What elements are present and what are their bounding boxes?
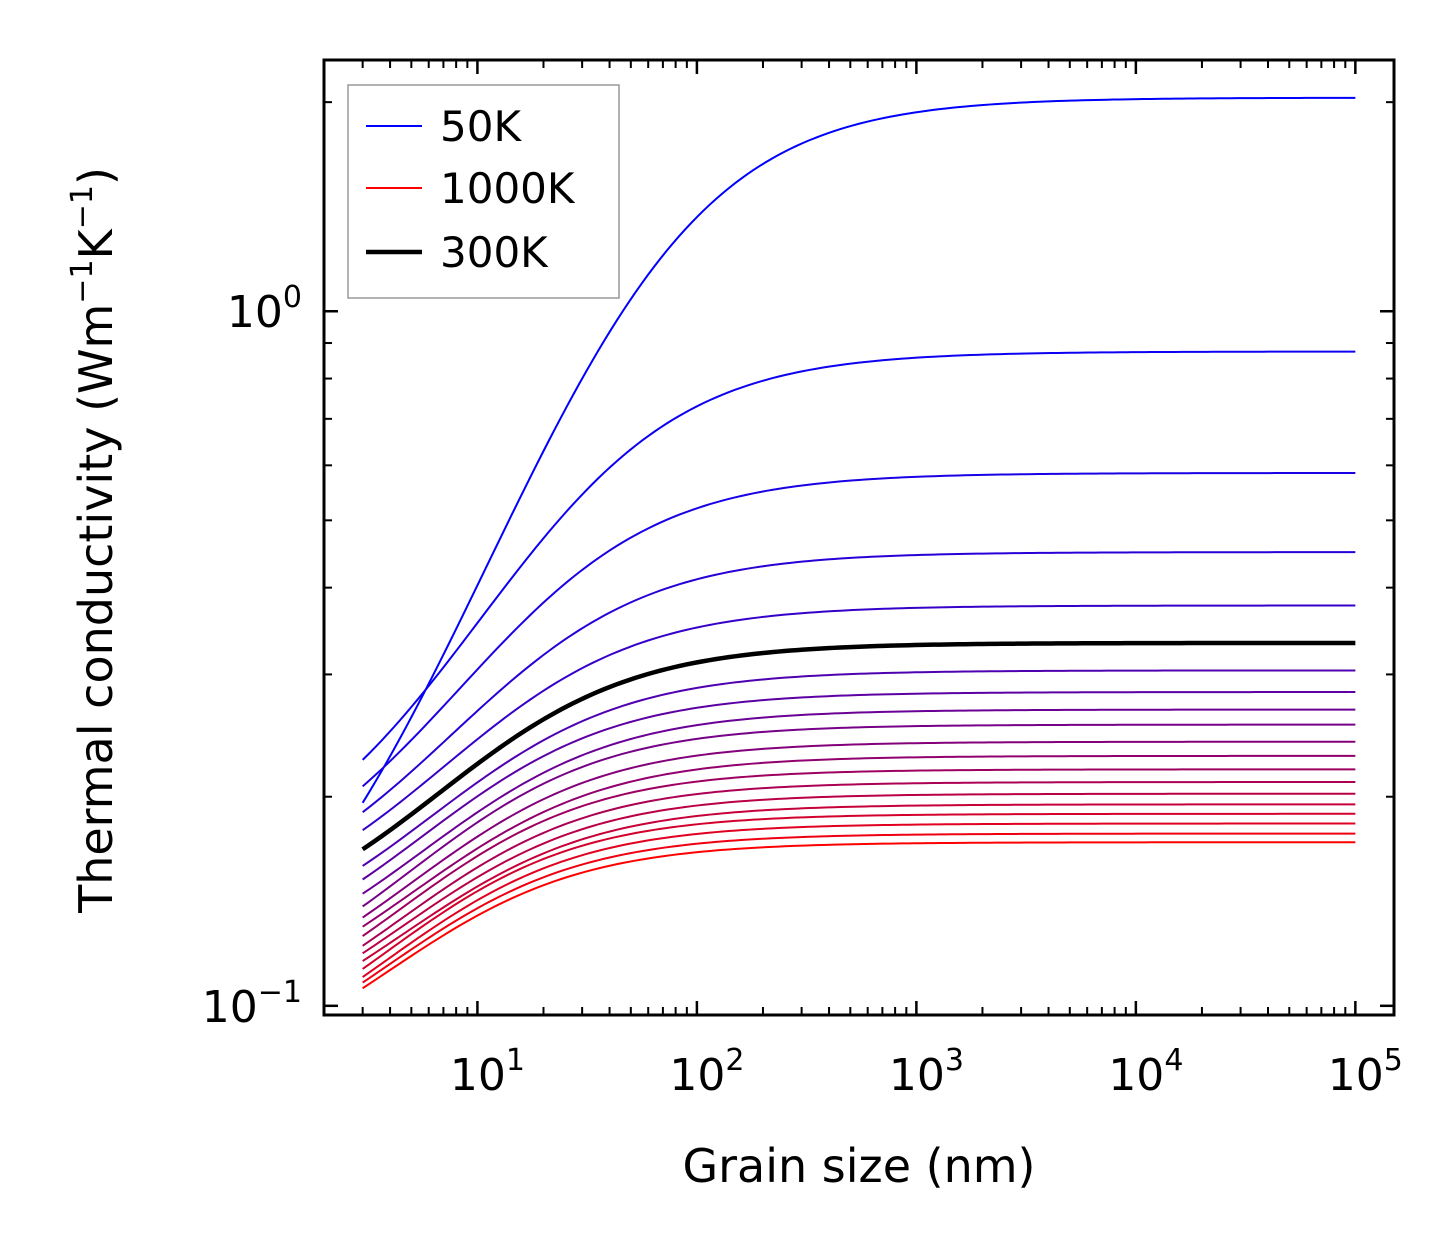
series-curves bbox=[361, 96, 1356, 990]
series-line-700k bbox=[362, 781, 1356, 947]
legend-label-300k: 300K bbox=[440, 228, 549, 277]
series-line-100k bbox=[361, 350, 1356, 761]
series-line-450k bbox=[362, 708, 1356, 895]
series-line-150k bbox=[361, 472, 1356, 788]
x-tick-label-1000: 103 bbox=[889, 1043, 964, 1101]
y-axis-label: Thermal conductivity (Wm−1K−1) bbox=[65, 167, 123, 914]
series-line-50k bbox=[361, 96, 1356, 804]
series-line-950k bbox=[362, 832, 1356, 984]
series-line-900k bbox=[362, 822, 1356, 978]
series-line-600k bbox=[362, 754, 1356, 928]
series-line-500k bbox=[362, 723, 1356, 908]
series-line-200k bbox=[362, 551, 1356, 813]
x-tick-label-100: 102 bbox=[669, 1043, 744, 1101]
tick-labels: 101 102 103 104 105 10−1 100 bbox=[202, 280, 1403, 1101]
x-tick-label-100000: 105 bbox=[1328, 1043, 1403, 1101]
y-tick-label-1: 100 bbox=[227, 280, 302, 338]
x-tick-label-10000: 104 bbox=[1108, 1043, 1183, 1101]
legend-box bbox=[347, 84, 620, 299]
series-line-250k bbox=[362, 604, 1356, 832]
series-line-850k bbox=[362, 812, 1356, 970]
series-line-650k bbox=[362, 768, 1356, 937]
x-tick-label-10: 101 bbox=[450, 1043, 525, 1101]
legend: 50K 1000K 300K bbox=[347, 84, 620, 299]
y-tick-label-0.1: 10−1 bbox=[202, 975, 302, 1033]
series-line-750k bbox=[362, 792, 1356, 955]
plot-frame bbox=[322, 58, 1396, 1017]
legend-label-1000k: 1000K bbox=[440, 164, 576, 213]
series-line-400k bbox=[362, 691, 1356, 881]
x-axis-label: Grain size (nm) bbox=[683, 1139, 1036, 1193]
series-line-800k bbox=[362, 803, 1356, 962]
legend-label-50k: 50K bbox=[440, 102, 522, 151]
series-line-550k bbox=[362, 740, 1356, 919]
series-line-350k bbox=[362, 669, 1356, 867]
series-line-1000k bbox=[362, 841, 1356, 990]
series-line-300k bbox=[361, 640, 1356, 852]
